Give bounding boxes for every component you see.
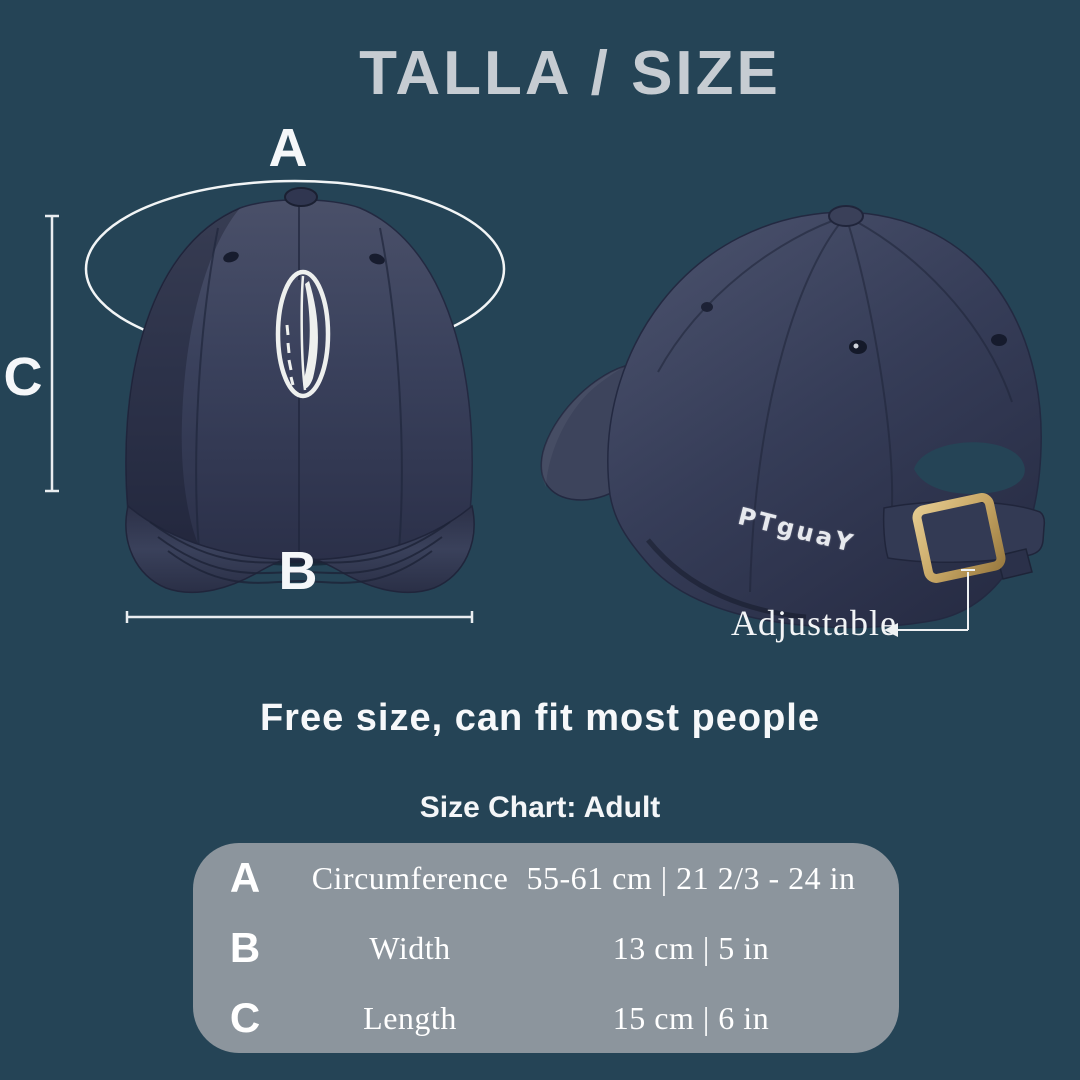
row-key: A xyxy=(229,854,261,901)
row-value: 15 cm | 6 in xyxy=(612,999,770,1036)
row-key: B xyxy=(229,924,261,971)
row-key: C xyxy=(229,994,261,1041)
adjustable-buckle xyxy=(912,493,1006,583)
front-eyelet-left xyxy=(223,251,239,263)
size-chart-table: A Circumference 55-61 cm | 21 2/3 - 24 i… xyxy=(193,843,899,1053)
page-title: TALLA / SIZE xyxy=(359,39,781,108)
cap-button-back xyxy=(828,205,864,227)
front-cap-illustration xyxy=(125,187,475,594)
row-value: 55-61 cm | 21 2/3 - 24 in xyxy=(526,859,856,896)
dim-letter-length: C xyxy=(3,347,43,407)
back-cap-illustration xyxy=(540,205,1046,629)
table-row-circumference: A Circumference 55-61 cm | 21 2/3 - 24 i… xyxy=(193,843,899,913)
size-chart-heading: Size Chart: Adult xyxy=(419,791,661,824)
back-eyelet-right xyxy=(991,334,1007,346)
cap-button xyxy=(284,187,318,207)
row-label: Width xyxy=(369,929,451,966)
front-eyelet-right xyxy=(369,253,385,265)
dim-letter-width: B xyxy=(278,541,318,601)
row-label: Circumference xyxy=(311,859,509,896)
free-size-subtitle: Free size, can fit most people xyxy=(259,697,821,739)
row-label: Length xyxy=(363,999,457,1036)
surfboard-logo-icon xyxy=(275,269,331,399)
back-eyelet-left xyxy=(701,302,713,312)
height-measure-line xyxy=(45,214,59,493)
adjustable-label: Adjustable xyxy=(731,603,897,643)
width-measure-line xyxy=(125,611,474,623)
dim-letter-circumference: A xyxy=(268,118,308,178)
row-value: 13 cm | 5 in xyxy=(612,929,770,966)
table-row-length: C Length 15 cm | 6 in xyxy=(193,983,899,1053)
table-row-width: B Width 13 cm | 5 in xyxy=(193,913,899,983)
adjustable-callout-arrow xyxy=(884,569,975,637)
